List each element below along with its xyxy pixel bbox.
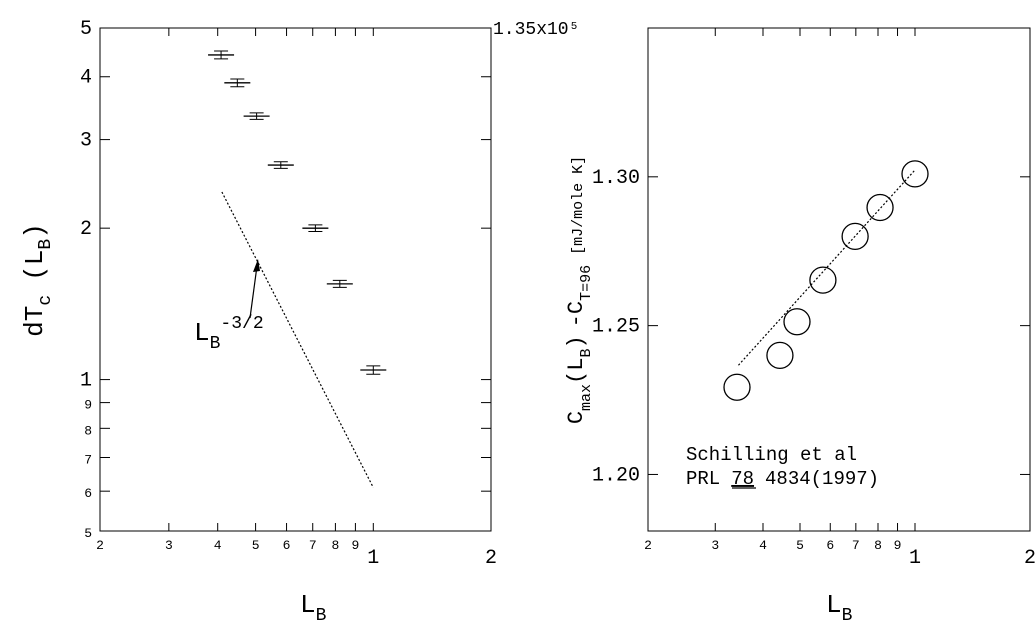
y-tick-label: 4 <box>80 67 92 90</box>
text-part: B <box>578 349 595 358</box>
x-tick-label: 9 <box>351 538 359 553</box>
text-part: B <box>36 239 56 250</box>
x-tick-label: 6 <box>826 538 834 553</box>
y-tick-label: 1 <box>80 370 92 393</box>
x-tick-label: 4 <box>759 538 767 553</box>
data-point <box>766 341 794 370</box>
fit-line <box>221 191 374 488</box>
data-point <box>841 222 869 250</box>
text-part: (L <box>564 358 589 384</box>
x-tick-label: 9 <box>894 538 902 553</box>
text-part: L <box>194 318 210 348</box>
text-part: C <box>564 411 589 424</box>
text-part: PRL <box>686 468 720 490</box>
text-part: T=96 <box>578 265 595 301</box>
x-tick-label: 3 <box>711 538 719 553</box>
x-tick-label: 2 <box>485 547 497 570</box>
data-point <box>901 160 929 188</box>
y-axis-label: dTc (LB) <box>20 223 56 337</box>
y-tick-label: 1.30 <box>592 167 640 190</box>
annotation: Schilling et al <box>686 444 857 466</box>
plot-frame <box>99 27 492 532</box>
x-tick-label: 1 <box>909 547 921 570</box>
data-point <box>783 308 811 336</box>
y-tick-label: 7 <box>84 452 92 467</box>
y-tick-label: 1.25 <box>592 316 640 339</box>
text-part: -C <box>564 301 589 327</box>
x-tick-label: 8 <box>874 538 882 553</box>
data-point <box>723 373 751 401</box>
x-tick-label: 8 <box>331 538 339 553</box>
x-axis-label: LB <box>826 590 853 626</box>
text-part: B <box>210 334 221 354</box>
text-part: L <box>300 590 316 620</box>
y-tick-label: 5 <box>80 18 92 41</box>
data-point <box>866 193 894 222</box>
annotation-arrow <box>249 265 258 319</box>
annotation-arrowhead <box>253 259 260 272</box>
text-part: c <box>36 295 56 306</box>
text-part: L <box>826 590 842 620</box>
plot-frame <box>647 27 1031 532</box>
x-tick-label: 5 <box>252 538 260 553</box>
text-part: -3/2 <box>220 314 263 334</box>
x-tick-label: 5 <box>796 538 804 553</box>
y-tick-label: 3 <box>80 130 92 153</box>
text-part: B <box>842 606 853 626</box>
y-tick-label: 6 <box>84 486 92 501</box>
data-point <box>809 266 837 294</box>
x-tick-label: 3 <box>165 538 173 553</box>
x-tick-label: 2 <box>1024 547 1036 570</box>
x-tick-label: 7 <box>852 538 860 553</box>
x-tick-label: 7 <box>309 538 317 553</box>
x-axis-label: LB <box>300 590 327 626</box>
x-tick-label: 6 <box>283 538 291 553</box>
y-tick-label: 5 <box>84 526 92 541</box>
text-part: [mJ/mole K] <box>570 156 587 255</box>
x-tick-label: 2 <box>96 538 104 553</box>
text-part: dT <box>20 306 50 337</box>
y-tick-label: 1.35x10⁵ <box>493 20 579 40</box>
text-part: ) <box>20 223 50 239</box>
x-tick-label: 4 <box>214 538 222 553</box>
text-part: (L <box>20 250 50 281</box>
y-axis-label: Cmax(LB) -CT=96 [mJ/mole K] <box>564 156 595 424</box>
text-part: ) <box>564 335 589 348</box>
y-tick-label: 8 <box>84 423 92 438</box>
y-tick-label: 9 <box>84 398 92 413</box>
y-tick-label: 2 <box>80 218 92 241</box>
text-part: 78 <box>731 468 754 490</box>
y-tick-label: 1.20 <box>592 464 640 487</box>
x-tick-label: 1 <box>367 547 379 570</box>
annotation: LB-3/2 <box>194 314 264 354</box>
text-part: B <box>316 606 327 626</box>
annotation: PRL 78 4834(1997) <box>686 468 879 490</box>
x-tick-label: 2 <box>644 538 652 553</box>
text-part: 4834(1997) <box>765 468 879 490</box>
text-part: max <box>578 384 595 411</box>
